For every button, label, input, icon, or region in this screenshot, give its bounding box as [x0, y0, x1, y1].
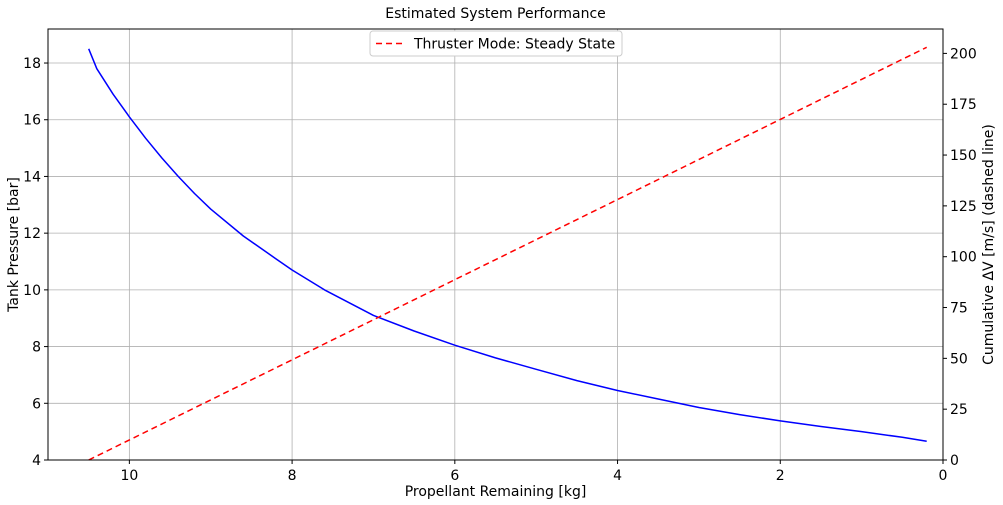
y-right-tick-label: 25	[950, 402, 968, 418]
y-right-tick-label: 200	[950, 46, 977, 62]
x-tick-label: 0	[939, 468, 948, 484]
x-tick-label: 6	[450, 468, 459, 484]
y-left-tick-label: 6	[32, 396, 41, 412]
y-right-tick-label: 125	[950, 199, 977, 215]
y-axis-left-label: Tank Pressure [bar]	[6, 177, 22, 313]
legend-label-delta-v: Thruster Mode: Steady State	[413, 37, 615, 53]
ticks-layer: 10 8 6 4 2 0 4 6 8 10 12 14 16 18 0 25 50 75 100 125 150 175 2…	[23, 46, 977, 484]
y-right-tick-label: 100	[950, 250, 977, 266]
legend: Thruster Mode: Steady State	[369, 30, 623, 57]
y-left-tick-label: 18	[23, 56, 41, 72]
x-tick-label: 8	[288, 468, 297, 484]
x-tick-label: 2	[776, 468, 785, 484]
y-right-tick-label: 150	[950, 148, 977, 164]
x-tick-label: 10	[120, 468, 138, 484]
y-left-tick-label: 8	[32, 340, 41, 356]
y-right-tick-label: 175	[950, 97, 977, 113]
x-tick-label: 4	[613, 468, 622, 484]
x-axis-label: Propellant Remaining [kg]	[405, 484, 587, 500]
y-left-tick-label: 12	[23, 226, 41, 242]
chart-title: Estimated System Performance	[385, 6, 606, 22]
series-line-delta_v	[88, 46, 928, 461]
y-right-tick-label: 75	[950, 301, 968, 317]
series-layer	[88, 46, 928, 461]
y-left-tick-label: 16	[23, 113, 41, 129]
y-right-tick-label: 50	[950, 351, 968, 367]
series-line-pressure	[88, 48, 927, 443]
y-left-tick-label: 10	[23, 283, 41, 299]
y-left-tick-label: 14	[23, 169, 41, 185]
y-axis-right-label: Cumulative ΔV [m/s] (dashed line)	[981, 124, 997, 365]
plot-frame	[47, 28, 944, 461]
y-left-tick-label: 4	[32, 453, 41, 469]
y-right-tick-label: 0	[950, 453, 959, 469]
legend-box	[369, 30, 623, 57]
